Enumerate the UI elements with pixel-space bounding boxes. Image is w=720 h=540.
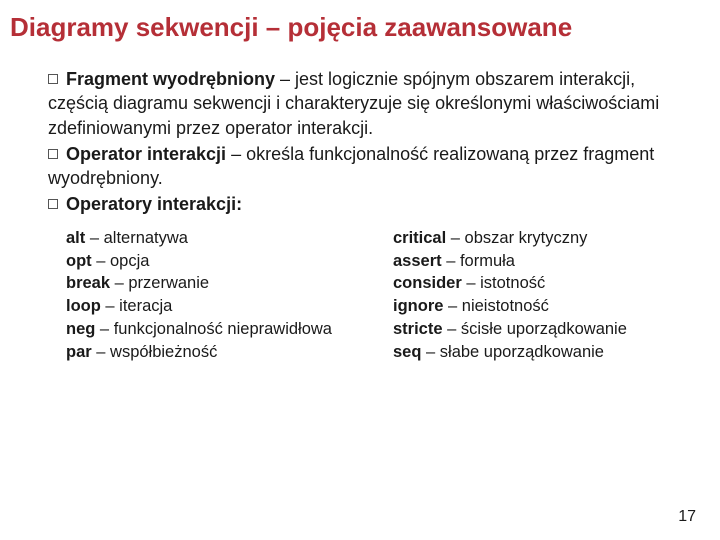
op-row: neg – funkcjonalność nieprawidłowa (66, 318, 363, 341)
op-desc: – przerwanie (110, 274, 209, 292)
op-name: seq (393, 343, 421, 361)
bullet-icon (48, 149, 58, 159)
op-desc: – iteracja (101, 297, 173, 315)
para-2-bold: Operator interakcji (66, 144, 226, 164)
op-name: par (66, 343, 92, 361)
op-name: critical (393, 229, 446, 247)
op-row: opt – opcja (66, 250, 363, 273)
para-2: Operator interakcji – określa funkcjonal… (48, 142, 690, 191)
op-name: ignore (393, 297, 443, 315)
para-1-bold: Fragment wyodrębniony (66, 69, 275, 89)
op-row: break – przerwanie (66, 272, 363, 295)
operators-left-col: alt – alternatywa opt – opcja break – pr… (66, 227, 363, 364)
op-row: ignore – nieistotność (393, 295, 690, 318)
page-number: 17 (678, 508, 696, 526)
op-desc: – współbieżność (92, 343, 218, 361)
bullet-icon (48, 74, 58, 84)
op-desc: – opcja (92, 252, 150, 270)
op-row: critical – obszar krytyczny (393, 227, 690, 250)
bullet-icon (48, 199, 58, 209)
op-name: stricte (393, 320, 443, 338)
slide-title: Diagramy sekwencji – pojęcia zaawansowan… (0, 0, 720, 49)
op-name: opt (66, 252, 92, 270)
op-desc: – formuła (442, 252, 515, 270)
op-desc: – obszar krytyczny (446, 229, 587, 247)
op-name: alt (66, 229, 85, 247)
op-name: consider (393, 274, 462, 292)
op-desc: – istotność (462, 274, 545, 292)
operators-right-col: critical – obszar krytyczny assert – for… (393, 227, 690, 364)
op-name: neg (66, 320, 95, 338)
operators-columns: alt – alternatywa opt – opcja break – pr… (48, 219, 690, 364)
op-desc: – słabe uporządkowanie (421, 343, 604, 361)
op-row: stricte – ścisłe uporządkowanie (393, 318, 690, 341)
op-name: loop (66, 297, 101, 315)
op-desc: – funkcjonalność nieprawidłowa (95, 320, 332, 338)
op-desc: – nieistotność (443, 297, 548, 315)
op-row: seq – słabe uporządkowanie (393, 341, 690, 364)
para-3-bold: Operatory interakcji: (66, 194, 242, 214)
op-row: loop – iteracja (66, 295, 363, 318)
op-name: assert (393, 252, 442, 270)
op-name: break (66, 274, 110, 292)
op-row: par – współbieżność (66, 341, 363, 364)
op-row: consider – istotność (393, 272, 690, 295)
para-1: Fragment wyodrębniony – jest logicznie s… (48, 67, 690, 140)
para-3: Operatory interakcji: (48, 192, 690, 216)
op-desc: – ścisłe uporządkowanie (443, 320, 627, 338)
slide-body: Fragment wyodrębniony – jest logicznie s… (0, 49, 720, 363)
op-desc: – alternatywa (85, 229, 188, 247)
op-row: assert – formuła (393, 250, 690, 273)
op-row: alt – alternatywa (66, 227, 363, 250)
